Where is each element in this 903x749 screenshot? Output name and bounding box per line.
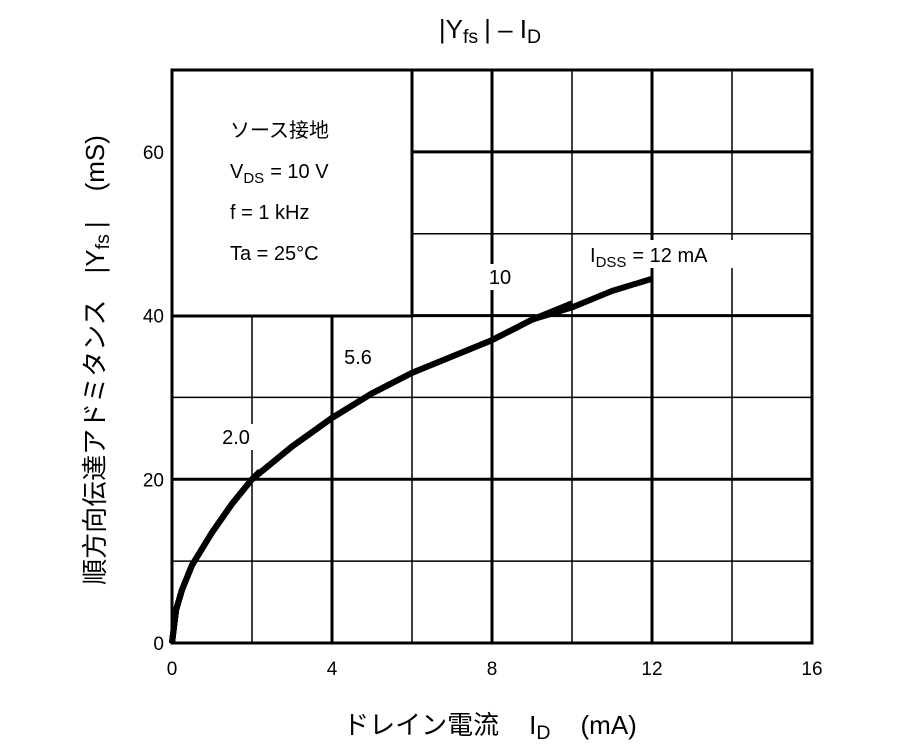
condition-box: [170, 68, 414, 318]
text-part: = 12 mA: [632, 245, 708, 267]
label-bg: [478, 264, 522, 290]
x-tick-label: 4: [327, 659, 338, 680]
condition-text: VDS = 10 V: [230, 161, 329, 187]
text-part: |Y: [439, 14, 463, 44]
text-part: |Y: [80, 249, 110, 273]
curve: [169, 275, 653, 644]
condition-text: Ta = 25°C: [230, 243, 319, 265]
condition-text: ソース接地: [230, 119, 329, 142]
curve-label: 2.0: [222, 427, 250, 449]
text-part: V: [230, 161, 244, 183]
y-axis-label: 順方向伝達アドミタンス |Yfs | (mS): [80, 135, 114, 585]
subscript: fs: [92, 234, 114, 249]
y-tick-label: 60: [143, 143, 164, 164]
curve-label: 5.6: [344, 347, 372, 369]
text-part: ソース接地: [230, 119, 329, 142]
curve: [169, 382, 390, 644]
y-tick-label: 0: [153, 634, 164, 655]
x-axis-label: ドレイン電流 ID (mA): [343, 710, 637, 744]
text-part: | – I: [484, 14, 527, 44]
x-tick-label: 0: [167, 659, 178, 680]
text-part: (mS): [80, 135, 110, 191]
x-tick-label: 8: [487, 659, 498, 680]
text-part: I: [529, 710, 536, 740]
text-part: 順方向伝達アドミタンス: [80, 299, 110, 584]
label-bg: [336, 344, 380, 370]
y-tick-label: 40: [143, 307, 164, 328]
subscript: D: [527, 26, 541, 48]
text-part: (mA): [581, 710, 637, 740]
subscript: D: [536, 722, 550, 744]
condition-text: f = 1 kHz: [230, 202, 309, 224]
text-part: |: [80, 221, 110, 228]
curve-label: 10: [489, 267, 511, 289]
x-tick-label: 16: [801, 659, 822, 680]
subscript: DS: [243, 170, 264, 187]
y-tick-label: 20: [143, 470, 164, 491]
text-part: I: [590, 245, 596, 267]
curve-label: IDSS = 12 mA: [590, 245, 708, 271]
text-part: f = 1 kHz: [230, 202, 309, 224]
label-bg: [586, 240, 744, 268]
label-bg: [214, 424, 258, 450]
text-part: Ta = 25°C: [230, 243, 319, 265]
text-part: = 10 V: [270, 161, 329, 183]
subscript: DSS: [596, 254, 627, 271]
x-tick-label: 12: [641, 659, 662, 680]
subscript: fs: [463, 26, 478, 48]
plot-frame: [170, 68, 814, 645]
curve: [169, 469, 263, 644]
chart-title: |Yfs | – ID: [439, 14, 541, 48]
text-part: ドレイン電流: [343, 710, 499, 740]
